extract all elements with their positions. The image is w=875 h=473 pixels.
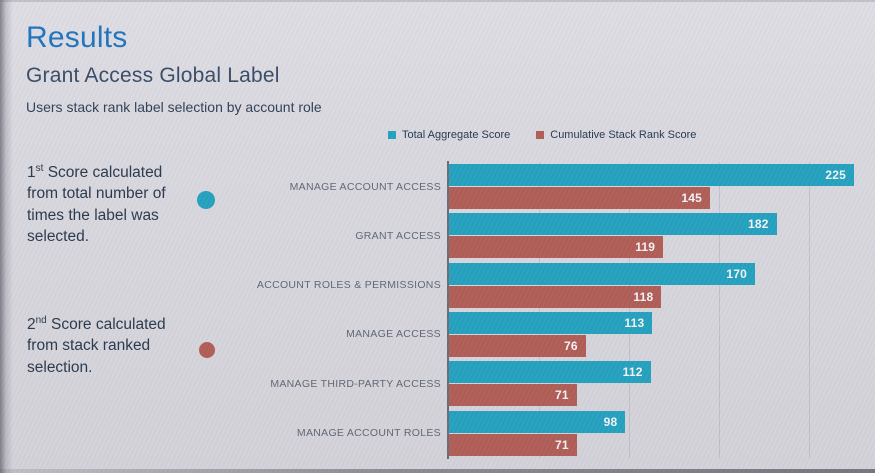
bar-cumulative-stack-rank-score: 118 [449, 285, 662, 308]
bar-total-aggregate-score: 170 [449, 262, 755, 285]
bar-value-label: 182 [747, 217, 769, 232]
bar-cumulative-stack-rank-score: 119 [449, 236, 664, 259]
legend-item-1: Cumulative Stack Rank Score [536, 129, 696, 141]
bar-total-aggregate-score: 113 [449, 311, 653, 334]
bar-cumulative-stack-rank-score: 145 [449, 187, 710, 209]
category-label: MANAGE ACCESS [346, 328, 441, 341]
category-label: MANAGE ACCOUNT ACCESS [289, 180, 441, 193]
bar-value-label: 119 [635, 240, 656, 255]
legend-swatch-icon [536, 131, 545, 139]
legend-item-0: Total Aggregate Score [388, 129, 510, 141]
y-axis-line [447, 161, 449, 459]
bar-value-label: 170 [726, 266, 747, 281]
bar-cumulative-stack-rank-score: 71 [449, 384, 577, 407]
bar-value-label: 112 [622, 365, 643, 380]
ordinal-suffix: nd [35, 314, 47, 326]
chart-title: Grant Access Global Label [26, 64, 280, 87]
gridline-50 [539, 162, 540, 458]
bar-value-label: 118 [633, 289, 654, 304]
legend-item-label: Cumulative Stack Rank Score [550, 129, 697, 141]
bar-value-label: 76 [564, 338, 578, 353]
gridline-150 [719, 162, 720, 458]
second-score-marker-dot [199, 342, 215, 358]
ordinal-suffix: st [35, 162, 44, 174]
legend-item-label: Total Aggregate Score [402, 129, 511, 141]
bar-value-label: 225 [825, 168, 846, 182]
bar-cumulative-stack-rank-score: 71 [449, 433, 577, 456]
bar-total-aggregate-score: 225 [449, 164, 854, 186]
gridline-200 [809, 162, 810, 458]
bar-cumulative-stack-rank-score: 76 [449, 334, 586, 357]
bar-value-label: 71 [555, 388, 569, 403]
bar-total-aggregate-score: 98 [449, 410, 626, 433]
gridline-100 [629, 162, 630, 458]
chart-subtitle: Users stack rank label selection by acco… [26, 99, 322, 115]
category-label: MANAGE ACCOUNT ROLES [296, 427, 441, 439]
bar-total-aggregate-score: 112 [449, 361, 651, 384]
note-second-score: 2nd Score calculated from stack ranked s… [27, 314, 166, 376]
bar-value-label: 71 [555, 437, 569, 452]
note-first-score: 1st Score calculated from total number o… [27, 162, 166, 246]
category-label: MANAGE THIRD-PARTY ACCESS [270, 377, 441, 390]
category-label: GRANT ACCESS [355, 229, 441, 242]
bar-value-label: 145 [681, 191, 702, 205]
bar-value-label: 98 [603, 414, 618, 429]
page-title: Results [26, 21, 128, 54]
bar-total-aggregate-score: 182 [449, 213, 777, 236]
bar-value-label: 113 [624, 315, 645, 330]
chart-legend: Total Aggregate Score Cumulative Stack Ra… [388, 129, 696, 141]
legend-swatch-icon [388, 131, 396, 139]
first-score-marker-dot [197, 191, 215, 209]
category-label: ACCOUNT ROLES & PERMISSIONS [256, 279, 441, 292]
